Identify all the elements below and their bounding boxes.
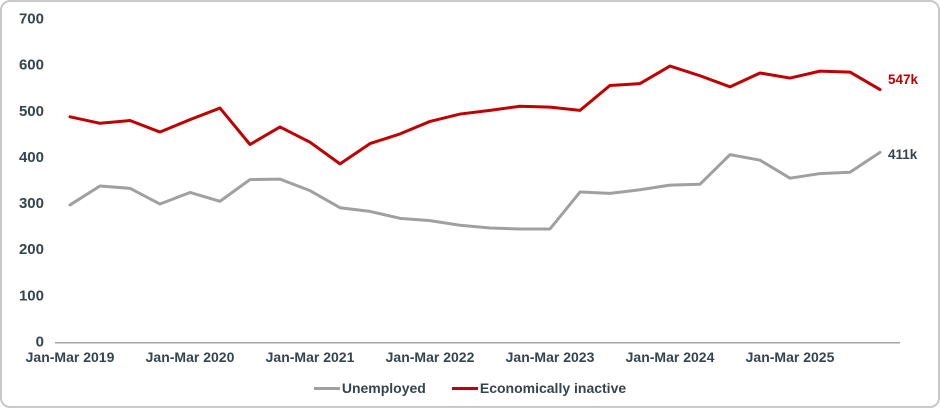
x-tick-label: Jan-Mar 2024 (626, 349, 715, 365)
y-tick-label: 100 (19, 287, 44, 304)
x-tick-label: Jan-Mar 2021 (266, 349, 355, 365)
chart-legend: Unemployed Economically inactive (2, 377, 938, 399)
legend-label-unemployed: Unemployed (341, 380, 426, 396)
unemployed-line-swatch (313, 386, 340, 390)
y-tick-label: 500 (19, 103, 44, 120)
economically-inactive-end-label: 547k (888, 72, 919, 87)
y-tick-label: 0 (36, 334, 44, 351)
legend-label-economically-inactive: Economically inactive (479, 380, 627, 396)
y-tick-label: 600 (19, 57, 44, 74)
economically-inactive-line (68, 64, 882, 166)
x-tick-label: Jan-Mar 2020 (146, 349, 235, 365)
x-tick-label: Jan-Mar 2025 (746, 349, 835, 365)
y-tick-label: 400 (19, 149, 44, 166)
economically-inactive-line-swatch (451, 386, 478, 390)
y-tick-label: 700 (19, 11, 44, 28)
legend-item-unemployed: Unemployed (313, 380, 426, 396)
y-tick-label: 200 (19, 241, 44, 258)
unemployed-line (68, 150, 882, 231)
y-tick-label: 300 (19, 195, 44, 212)
legend-item-economically-inactive: Economically inactive (451, 380, 627, 396)
unemployed-end-label: 411k (888, 147, 918, 162)
x-tick-label: Jan-Mar 2023 (506, 349, 595, 365)
x-tick-label: Jan-Mar 2019 (26, 349, 115, 365)
x-tick-label: Jan-Mar 2022 (386, 349, 475, 365)
